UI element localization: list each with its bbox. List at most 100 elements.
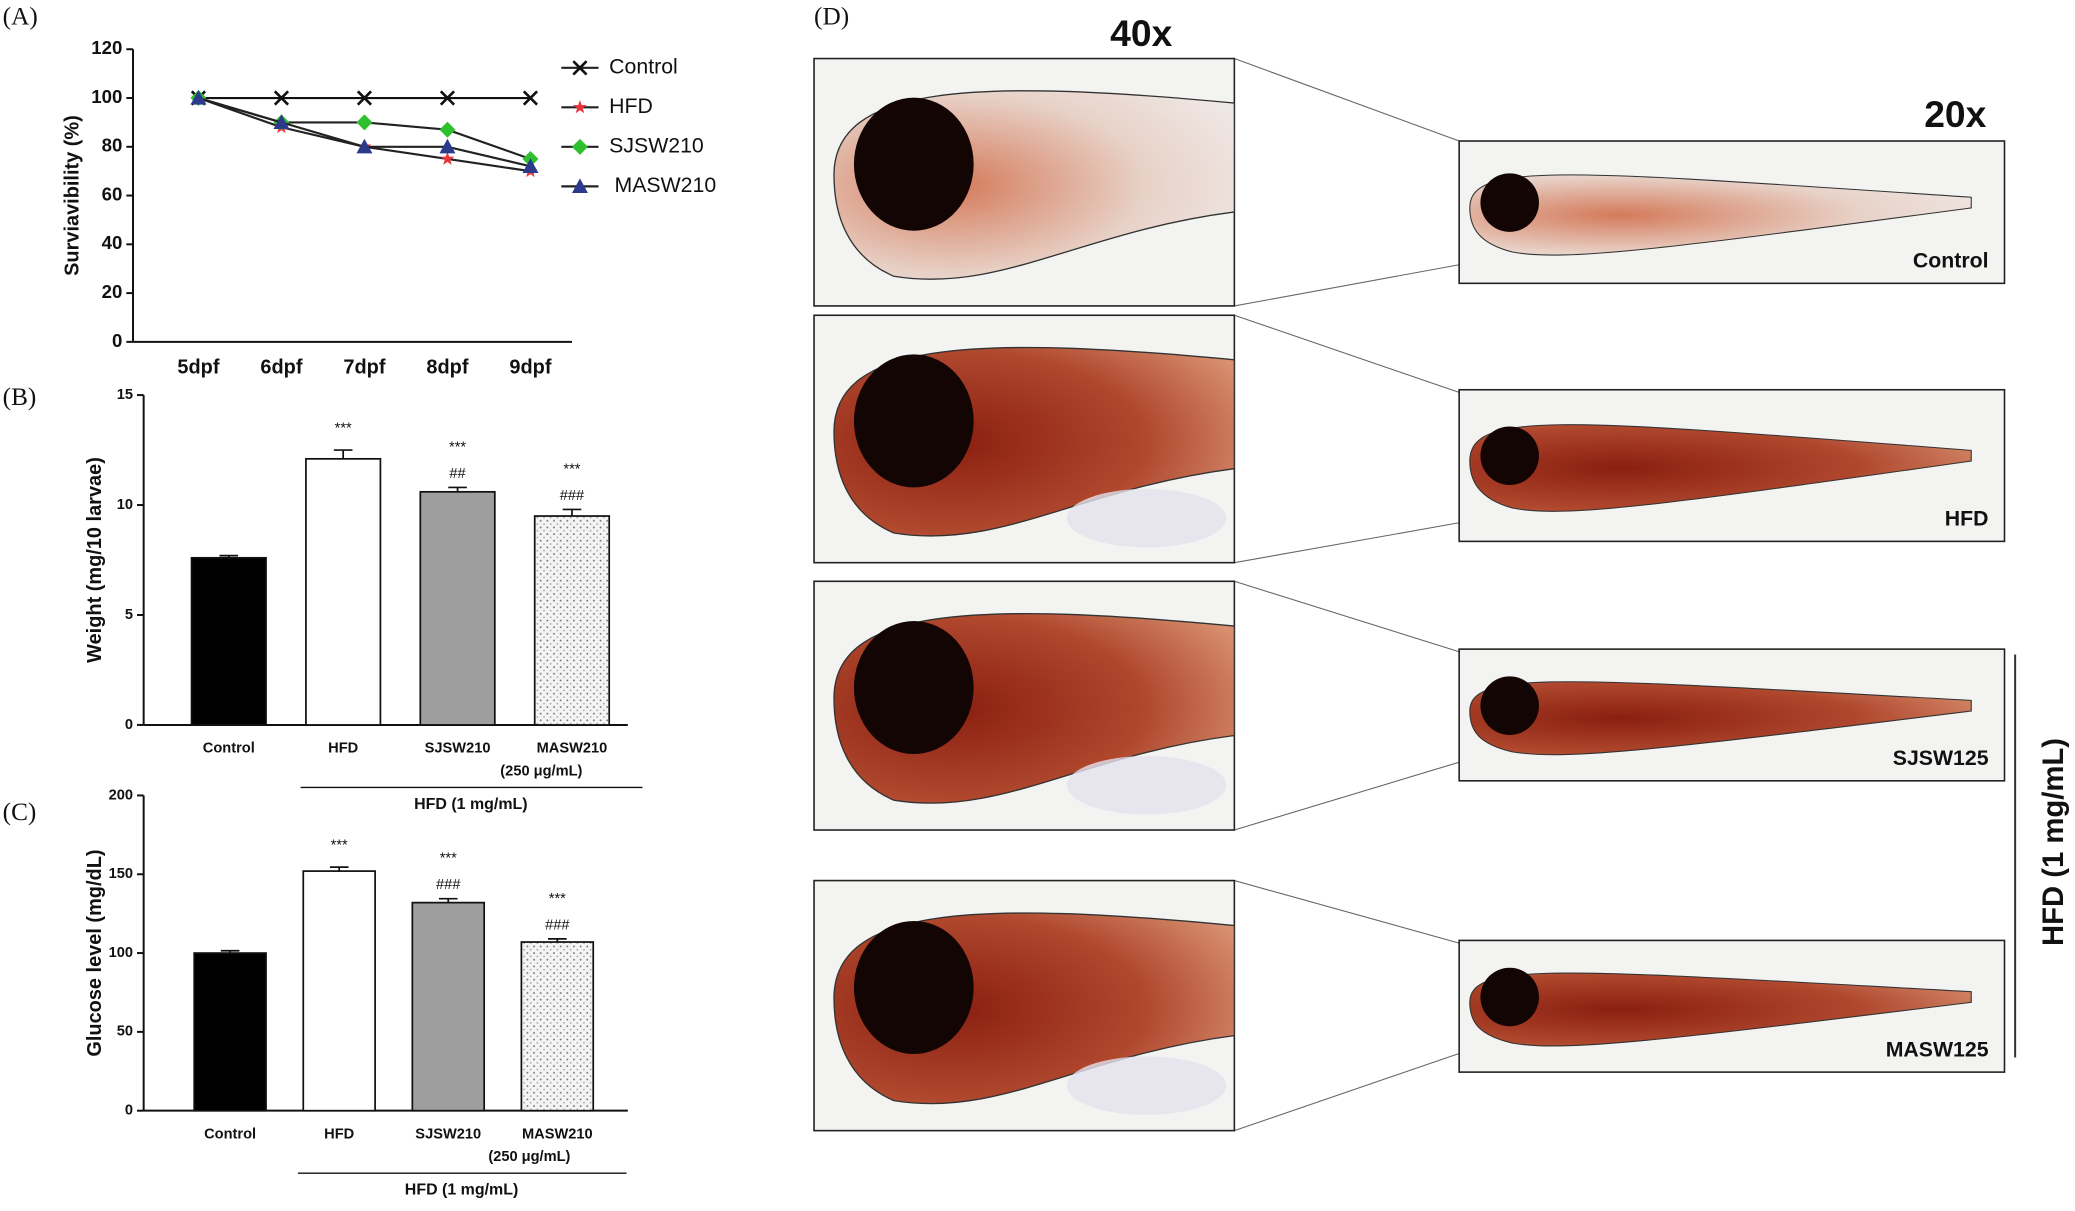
x-tick-label: 7dpf: [343, 357, 385, 379]
bracket-label: HFD (1 mg/mL): [2038, 738, 2070, 946]
larva-eye: [853, 97, 974, 231]
significance-hash: ###: [545, 917, 570, 933]
x-tick-label: SJSW210: [415, 1126, 481, 1142]
marker: [439, 90, 456, 106]
connector: [1234, 58, 1460, 142]
y-axis-label: Weight (mg/10 larvae): [84, 457, 106, 663]
bar: [302, 870, 376, 1112]
marker: [273, 114, 290, 130]
yolk: [1066, 1056, 1227, 1115]
connector: [1234, 264, 1460, 307]
bar: [193, 952, 267, 1112]
significance-hash: ###: [560, 488, 585, 504]
y-tick-label: 0: [112, 330, 122, 351]
x-tick-label: HFD: [328, 741, 358, 757]
legend-marker: [572, 60, 588, 76]
bar: [533, 515, 611, 726]
magnification-label: 40x: [1110, 12, 1172, 54]
larva-eye: [853, 621, 974, 755]
marker: [190, 90, 207, 105]
bar: [520, 941, 595, 1112]
marker: [522, 90, 539, 106]
bar: [190, 556, 267, 726]
error-bar: [562, 508, 582, 517]
group-label: MASW125: [1886, 1037, 1989, 1061]
connector: [1234, 522, 1460, 564]
y-tick-label: 40: [102, 232, 123, 253]
marker: [356, 138, 373, 154]
legend-marker: [573, 100, 587, 114]
marker: [356, 114, 373, 131]
y-axis-label: Surviavibility (%): [61, 115, 83, 276]
connector: [1234, 1052, 1460, 1132]
bar: [305, 457, 382, 726]
series-line: [198, 97, 531, 173]
connector: [1234, 761, 1460, 831]
significance-star: ***: [331, 838, 348, 854]
significance-star: ***: [563, 461, 580, 477]
x-tick-label: HFD: [324, 1126, 354, 1142]
legend-label: HFD: [609, 94, 653, 118]
larva-body: [1469, 424, 1972, 512]
significance-star: ***: [335, 421, 352, 437]
marker: [439, 121, 456, 138]
legend-marker: [571, 178, 588, 194]
group-label: HFD (1 mg/mL): [414, 796, 527, 813]
x-tick-label: SJSW210: [425, 741, 491, 757]
legend-label: MASW210: [615, 173, 717, 197]
group-label: HFD: [1945, 507, 1989, 531]
group-label: SJSW125: [1893, 746, 1989, 770]
marker: [440, 151, 455, 165]
x-tick-label: MASW210: [537, 741, 608, 757]
panel-label: (A): [3, 2, 38, 30]
significance-hash: ###: [436, 877, 461, 893]
y-tick-label: 60: [102, 183, 123, 204]
x-tick-label: MASW210: [522, 1126, 593, 1142]
connector: [1234, 880, 1460, 944]
significance-star: ***: [440, 851, 457, 867]
y-tick-label: 10: [117, 497, 133, 513]
y-tick-label: 80: [102, 135, 123, 156]
x-tick-label: Control: [203, 741, 255, 757]
error-bar: [448, 486, 467, 492]
larva-eye: [853, 920, 974, 1054]
series-line: [198, 96, 531, 168]
panel-label: (B): [3, 383, 37, 411]
bar: [419, 490, 496, 726]
y-tick-label: 0: [125, 717, 133, 733]
marker: [522, 158, 539, 173]
group-label: HFD (1 mg/mL): [405, 1182, 518, 1199]
y-tick-label: 15: [117, 387, 133, 403]
error-bar: [329, 866, 349, 872]
marker: [356, 90, 373, 106]
larva-eye: [1480, 676, 1539, 735]
legend-label: SJSW210: [609, 133, 704, 157]
x-tick-label: 5dpf: [177, 357, 219, 379]
connector: [1234, 580, 1460, 653]
y-tick-label: 50: [117, 1024, 133, 1040]
panel-label: (C): [3, 798, 37, 826]
y-tick-label: 150: [109, 866, 133, 882]
panel-label: (D): [814, 2, 849, 30]
dose-label: (250 μg/mL): [500, 763, 582, 779]
x-tick-label: 6dpf: [260, 357, 302, 379]
larva-eye: [1480, 967, 1539, 1027]
y-tick-label: 0: [125, 1103, 133, 1119]
larva-body: [1469, 174, 1972, 256]
x-tick-label: 9dpf: [509, 357, 551, 379]
group-label: Control: [1913, 249, 1989, 273]
x-tick-label: Control: [204, 1126, 256, 1142]
error-bar: [333, 449, 353, 459]
yolk: [1066, 755, 1227, 815]
dose-label: (250 μg/mL): [488, 1149, 570, 1165]
error-bar: [219, 554, 239, 558]
legend-label: Control: [609, 54, 678, 78]
legend-marker: [571, 138, 588, 155]
error-bar: [548, 938, 567, 943]
magnification-label: 20x: [1924, 93, 1986, 135]
x-tick-label: 8dpf: [426, 357, 468, 379]
yolk: [1066, 488, 1227, 548]
y-tick-label: 5: [125, 607, 133, 623]
marker: [439, 138, 456, 154]
y-tick-label: 100: [109, 945, 133, 961]
